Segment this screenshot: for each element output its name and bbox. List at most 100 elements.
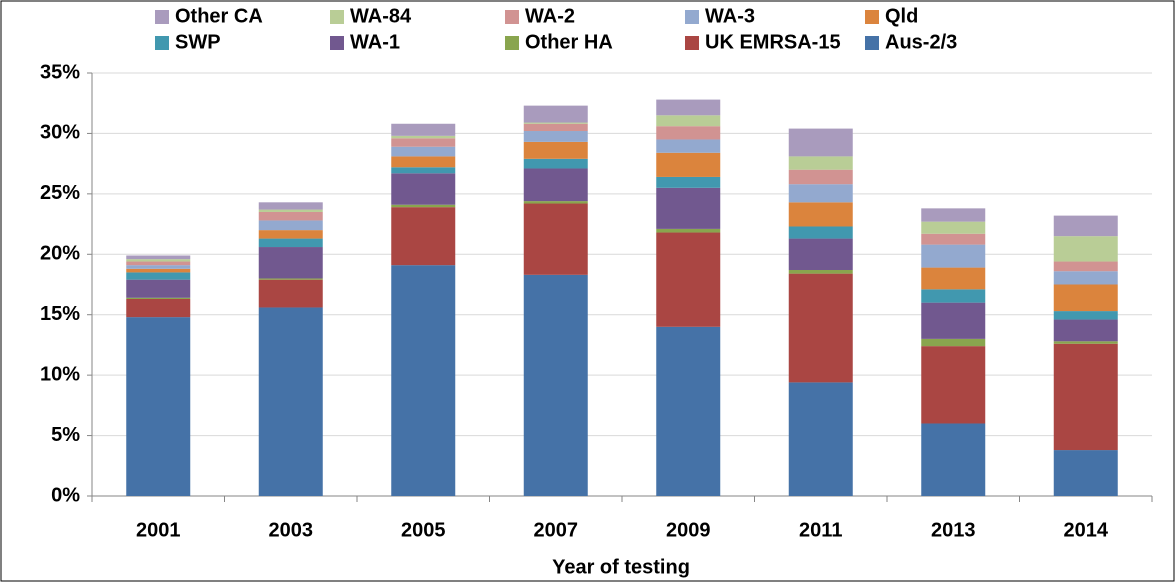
legend-label: WA-84 <box>350 5 412 27</box>
bar-segment <box>788 184 853 203</box>
bar-segment <box>921 267 986 290</box>
x-axis-title: Year of testing <box>552 556 690 578</box>
y-tick-label: 25% <box>40 182 80 204</box>
legend-swatch <box>155 36 169 50</box>
legend-label: WA-1 <box>350 31 400 53</box>
legend-label: SWP <box>175 31 221 53</box>
bar-segment <box>523 123 588 132</box>
x-tick-label: 2011 <box>799 519 842 541</box>
y-tick-label: 0% <box>51 484 80 506</box>
bar-segment <box>1053 261 1118 272</box>
x-tick-label: 2005 <box>401 519 446 541</box>
bar-segment <box>523 131 588 142</box>
bar-segment <box>788 269 853 274</box>
bar-segment <box>258 230 323 239</box>
bar-segment <box>126 299 191 318</box>
bar-segment <box>788 156 853 170</box>
bar-segment <box>391 207 456 266</box>
bar-segment <box>921 346 986 424</box>
bar-segment <box>523 158 588 169</box>
legend-swatch <box>865 36 879 50</box>
bar-segment <box>656 126 721 140</box>
bar-segment <box>1053 284 1118 312</box>
bar-segment <box>921 302 986 339</box>
bar-segment <box>523 122 588 124</box>
bar-segment <box>788 238 853 270</box>
bar-segment <box>391 173 456 205</box>
bar-segment <box>656 139 721 153</box>
bar-segment <box>921 244 986 268</box>
bar-segment <box>656 99 721 116</box>
bar-segment <box>1053 236 1118 262</box>
bar-segment <box>391 204 456 208</box>
bar-segment <box>788 169 853 185</box>
x-tick-label: 2003 <box>269 519 314 541</box>
y-tick-label: 10% <box>40 363 80 385</box>
legend-swatch <box>685 36 699 50</box>
bar-segment <box>258 307 323 496</box>
bar-segment <box>1053 311 1118 320</box>
bar-segment <box>126 259 191 262</box>
bar-segment <box>126 272 191 280</box>
bar-segment <box>523 201 588 204</box>
x-tick-label: 2013 <box>931 519 976 541</box>
bar-segment <box>126 279 191 298</box>
bar-segment <box>391 135 456 139</box>
bar-segment <box>788 202 853 227</box>
legend-label: WA-3 <box>705 5 755 27</box>
bar-segment <box>1053 343 1118 451</box>
bar-segment <box>1053 215 1118 237</box>
x-tick-label: 2014 <box>1064 519 1109 541</box>
legend-label: UK EMRSA-15 <box>705 31 841 53</box>
bar-segment <box>391 146 456 157</box>
bar-segment <box>523 203 588 275</box>
x-tick-label: 2001 <box>136 519 181 541</box>
bar-segment <box>391 138 456 147</box>
bar-segment <box>1053 319 1118 342</box>
y-tick-label: 5% <box>51 424 80 446</box>
legend-swatch <box>330 36 344 50</box>
legend-label: Other CA <box>175 5 263 27</box>
bar-segment <box>126 317 191 496</box>
bar-segment <box>126 297 191 300</box>
x-tick-label: 2009 <box>666 519 711 541</box>
bar-segment <box>788 128 853 157</box>
bar-segment <box>788 226 853 239</box>
bar-segment <box>258 247 323 279</box>
bar-segment <box>391 265 456 496</box>
legend-label: Qld <box>885 5 918 27</box>
bar-segment <box>656 115 721 127</box>
bar-segment <box>258 238 323 248</box>
bar-segment <box>391 123 456 136</box>
bar-segment <box>523 105 588 123</box>
legend-label: Other HA <box>525 31 613 53</box>
bar-segment <box>1053 450 1118 496</box>
y-tick-label: 20% <box>40 243 80 265</box>
bar-segment <box>921 221 986 234</box>
legend-swatch <box>505 36 519 50</box>
bar-segment <box>126 265 191 269</box>
bar-segment <box>656 228 721 233</box>
bar-segment <box>921 233 986 245</box>
bar-segment <box>258 202 323 210</box>
bar-segment <box>656 187 721 229</box>
legend-swatch <box>685 10 699 24</box>
legend-label: WA-2 <box>525 5 575 27</box>
bar-segment <box>391 167 456 174</box>
bar-segment <box>258 220 323 231</box>
bar-segment <box>656 176 721 188</box>
bar-segment <box>258 278 323 280</box>
bar-segment <box>126 255 191 260</box>
bar-segment <box>1053 341 1118 344</box>
bar-segment <box>921 208 986 222</box>
legend-swatch <box>330 10 344 24</box>
bar-segment <box>656 152 721 177</box>
legend-label: Aus-2/3 <box>885 31 957 53</box>
bar-segment <box>258 279 323 308</box>
bar-segment <box>391 156 456 168</box>
bar-segment <box>523 168 588 202</box>
legend-swatch <box>505 10 519 24</box>
bar-segment <box>126 268 191 273</box>
bar-segment <box>523 141 588 159</box>
